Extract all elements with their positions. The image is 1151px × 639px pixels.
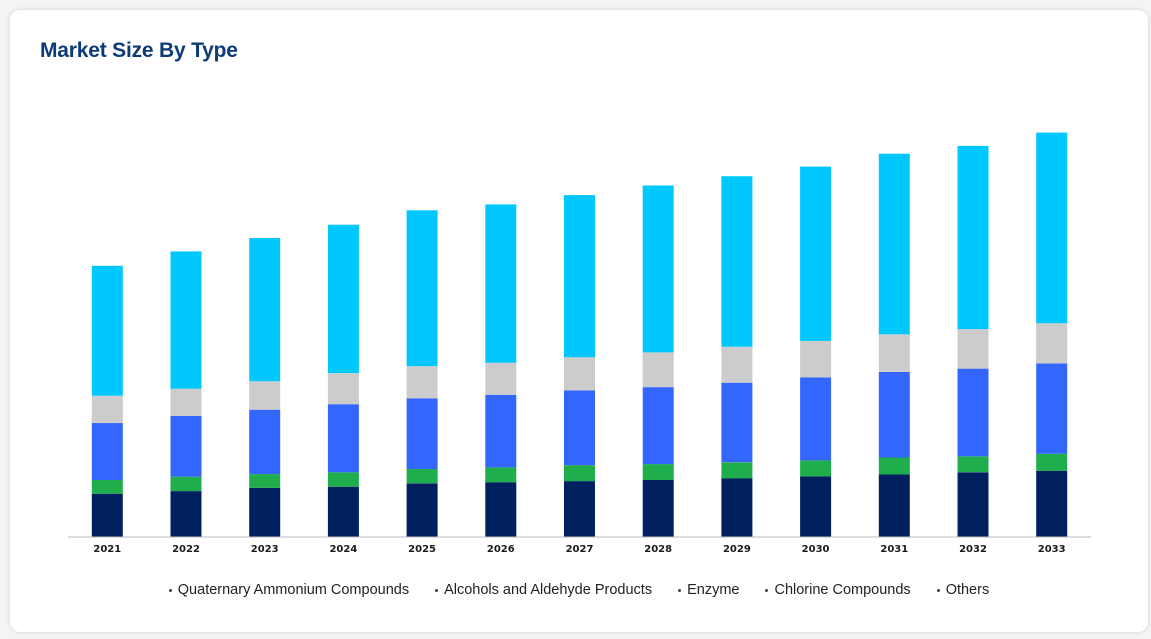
- bar-segment-2028-series-0: [642, 480, 674, 537]
- bar-segment-2032-series-4: [957, 145, 989, 330]
- x-tick-label-2032: 2032: [959, 544, 987, 555]
- bar-segment-2025-series-1: [406, 468, 438, 484]
- bar-segment-2022-series-3: [170, 388, 202, 416]
- bar-segment-2032-series-1: [957, 456, 989, 473]
- bar-segment-2031-series-0: [878, 474, 910, 537]
- bar-segment-2031-series-2: [878, 372, 910, 458]
- bar-segment-2025-series-0: [406, 483, 438, 538]
- x-tick-label-2026: 2026: [487, 544, 515, 555]
- bar-segment-2031-series-4: [878, 153, 910, 335]
- legend-item-1[interactable]: Alcohols and Aldehyde Products: [435, 582, 652, 598]
- bar-segment-2021-series-1: [91, 480, 123, 494]
- bar-segment-2027-series-3: [564, 357, 595, 391]
- bar-segment-2027-series-2: [564, 390, 595, 466]
- bar-segment-2025-series-2: [406, 398, 438, 469]
- bar-segment-2030-series-0: [800, 476, 832, 537]
- bar-segment-2031-series-3: [878, 334, 910, 372]
- bar-segment-2026-series-2: [485, 394, 517, 468]
- bar-segment-2021-series-2: [91, 423, 123, 480]
- bar-segment-2033-series-4: [1036, 132, 1068, 324]
- bar-segment-2026-series-3: [485, 362, 517, 395]
- bar-segment-2028-series-2: [642, 387, 674, 465]
- x-tick-label-2023: 2023: [251, 544, 279, 555]
- legend-bullet-icon: [678, 588, 682, 592]
- bar-segment-2033-series-3: [1036, 323, 1068, 364]
- bar-segment-2032-series-2: [957, 368, 989, 457]
- x-tick-label-2022: 2022: [172, 544, 200, 555]
- x-tick-label-2024: 2024: [329, 544, 357, 555]
- bar-segment-2023-series-4: [249, 238, 281, 382]
- bar-segment-2022-series-0: [170, 491, 202, 537]
- bar-segment-2029-series-0: [721, 478, 753, 537]
- bar-segment-2022-series-1: [170, 476, 202, 492]
- bar-segment-2022-series-4: [170, 251, 202, 389]
- bar-segment-2024-series-1: [327, 472, 359, 487]
- legend: Quaternary Ammonium Compounds Alcohols an…: [10, 582, 1148, 598]
- x-tick-label-2021: 2021: [93, 544, 121, 555]
- x-tick-label-2029: 2029: [723, 544, 751, 555]
- bar-segment-2023-series-2: [249, 409, 281, 475]
- bars-layer: [91, 132, 1068, 538]
- bar-segment-2021-series-4: [91, 265, 123, 396]
- chart-title: Market Size By Type: [40, 39, 238, 62]
- legend-label: Chlorine Compounds: [774, 582, 911, 598]
- bar-segment-2024-series-2: [327, 404, 359, 473]
- bar-segment-2024-series-0: [327, 486, 359, 537]
- bar-segment-2030-series-3: [800, 340, 832, 378]
- bar-segment-2029-series-4: [721, 176, 753, 347]
- x-tick-label-2031: 2031: [880, 544, 908, 555]
- bar-segment-2033-series-0: [1036, 470, 1068, 537]
- x-tick-label-2027: 2027: [566, 544, 594, 555]
- legend-label: Alcohols and Aldehyde Products: [444, 582, 653, 598]
- bar-segment-2029-series-3: [721, 346, 753, 383]
- bar-segment-2027-series-4: [564, 195, 595, 358]
- bar-segment-2021-series-3: [91, 395, 123, 424]
- bar-segment-2030-series-1: [800, 460, 832, 477]
- x-tick-label-2033: 2033: [1038, 544, 1066, 555]
- bar-segment-2028-series-3: [642, 352, 674, 388]
- bar-segment-2026-series-0: [485, 482, 517, 537]
- bar-segment-2028-series-1: [642, 464, 674, 480]
- bar-segment-2021-series-0: [91, 493, 123, 537]
- bar-segment-2030-series-4: [800, 166, 832, 341]
- bar-segment-2023-series-0: [249, 487, 281, 537]
- bar-segment-2024-series-4: [327, 224, 359, 374]
- legend-item-2[interactable]: Enzyme: [678, 582, 739, 598]
- bar-segment-2029-series-2: [721, 382, 753, 463]
- bar-segment-2028-series-4: [642, 185, 674, 353]
- bar-segment-2029-series-1: [721, 462, 753, 479]
- bar-segment-2030-series-2: [800, 377, 832, 461]
- x-tick-label-2025: 2025: [408, 544, 436, 555]
- legend-bullet-icon: [435, 588, 439, 592]
- legend-bullet-icon: [168, 588, 172, 592]
- bar-segment-2024-series-3: [327, 373, 359, 405]
- bar-segment-2025-series-3: [406, 366, 438, 399]
- legend-bullet-icon: [936, 588, 940, 592]
- bar-segment-2032-series-3: [957, 329, 989, 369]
- x-tick-labels: 2021 2022 2023 2024 2025 2026 2027 2028 2029 2030…: [93, 544, 1065, 555]
- bar-segment-2027-series-0: [564, 481, 595, 537]
- legend-label: Enzyme: [687, 582, 740, 598]
- bar-segment-2025-series-4: [406, 210, 438, 367]
- x-tick-label-2028: 2028: [644, 544, 672, 555]
- legend-label: Quaternary Ammonium Compounds: [177, 582, 410, 598]
- legend-item-0[interactable]: Quaternary Ammonium Compounds: [168, 582, 410, 598]
- bar-segment-2032-series-0: [957, 472, 989, 538]
- bar-segment-2023-series-1: [249, 474, 281, 488]
- bar-segment-2026-series-1: [485, 467, 517, 483]
- legend-item-3[interactable]: Chlorine Compounds: [765, 582, 911, 598]
- chart-card: Market Size By Type 2021 2022 2023 2024 2025…: [10, 10, 1148, 632]
- bar-segment-2031-series-1: [878, 457, 910, 475]
- legend-item-4[interactable]: Others: [936, 582, 990, 598]
- legend-label: Others: [945, 582, 990, 598]
- legend-bullet-icon: [765, 588, 769, 592]
- bar-segment-2022-series-2: [170, 416, 202, 477]
- bar-segment-2023-series-3: [249, 381, 281, 410]
- stacked-bar-chart: 2021 2022 2023 2024 2025 2026 2027 2028 2029 2030…: [68, 132, 1091, 555]
- bar-segment-2026-series-4: [485, 204, 517, 363]
- bar-segment-2033-series-2: [1036, 363, 1068, 454]
- bar-segment-2027-series-1: [564, 465, 595, 482]
- bar-segment-2033-series-1: [1036, 453, 1068, 471]
- x-tick-label-2030: 2030: [802, 544, 830, 555]
